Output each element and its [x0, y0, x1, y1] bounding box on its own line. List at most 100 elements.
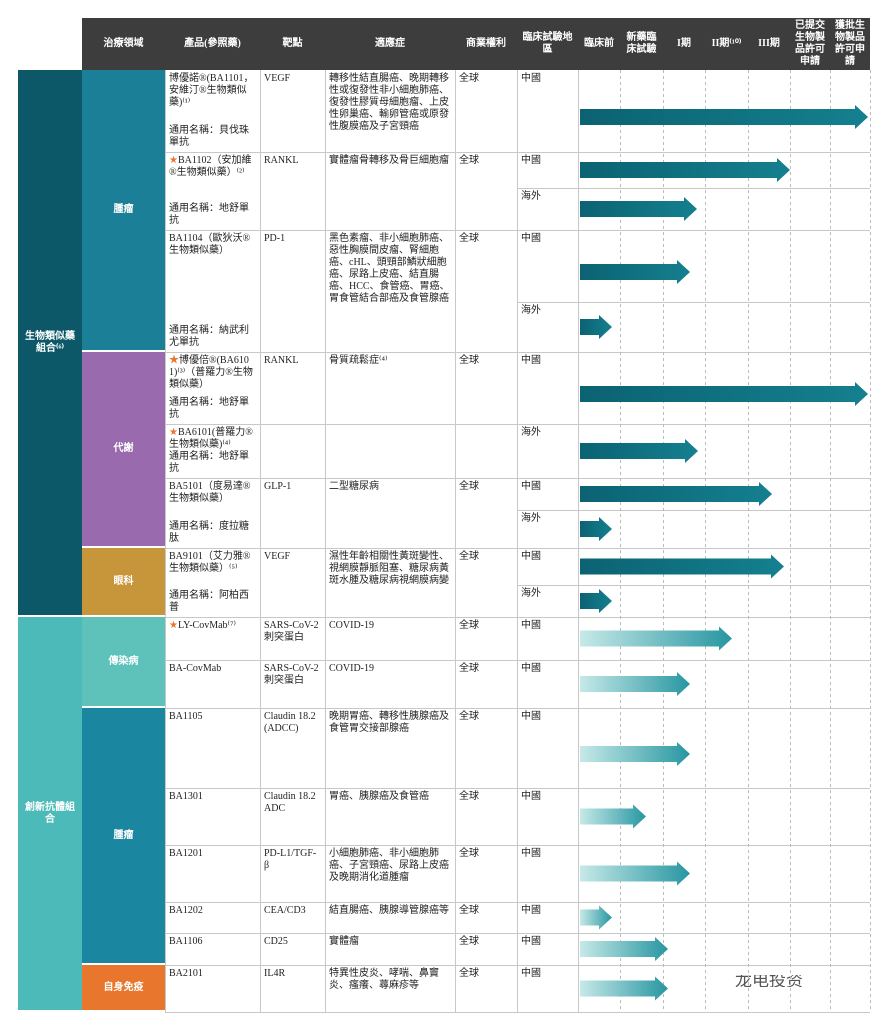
region: 中國 — [521, 936, 541, 947]
grid-line — [830, 70, 831, 1012]
target: Claudin 18.2 ADC — [264, 791, 316, 814]
header-cell: 產品(參照藥) — [184, 38, 241, 49]
rights: 全球 — [459, 905, 479, 916]
region: 中國 — [521, 905, 541, 916]
target: VEGF — [264, 551, 291, 562]
header-cell: 臨床試驗地區 — [522, 32, 573, 55]
progress-arrow — [580, 382, 868, 406]
area-label: 腫瘤 — [82, 70, 165, 352]
generic-name: 通用名稱：納武利尤單抗 — [169, 325, 249, 348]
region: 海外 — [521, 427, 541, 438]
rights: 全球 — [459, 711, 479, 722]
target: PD-L1/TGF-β — [264, 848, 317, 871]
region: 中國 — [521, 481, 541, 492]
region: 中國 — [521, 791, 541, 802]
header-cell: 適應症 — [375, 38, 405, 49]
product-name: BA2101 — [169, 968, 203, 979]
header-bar — [82, 18, 870, 70]
target: SARS-CoV-2刺突蛋白 — [264, 663, 319, 686]
product-name: BA-CovMab — [169, 663, 222, 674]
target: PD-1 — [264, 233, 286, 244]
indication: COVID-19 — [329, 663, 374, 674]
region: 中國 — [521, 233, 541, 244]
grid-line — [260, 70, 261, 1012]
header-cell: II期⁽¹⁰⁾ — [711, 38, 742, 49]
area-label: 眼科 — [82, 548, 165, 617]
header-cell: 已提交生物製品許可申請 — [795, 20, 825, 67]
grid-line — [517, 70, 518, 1012]
star-icon: ★ — [169, 620, 178, 631]
progress-arrow — [580, 482, 772, 506]
generic-name: 通用名稱：地舒單抗 — [169, 451, 249, 474]
header-cell: 獲批生物製品許可申請 — [835, 20, 865, 67]
grid-line — [870, 70, 871, 1012]
product-name: ★BA6101(普羅力®生物類似藥)⁽⁴⁾ — [169, 427, 253, 450]
target: CEA/CD3 — [264, 905, 306, 916]
region: 海外 — [521, 305, 541, 316]
target: CD25 — [264, 936, 288, 947]
progress-arrow — [580, 260, 690, 284]
grid-line — [517, 585, 870, 586]
progress-arrow — [580, 105, 868, 129]
product-name: ★BA1102（安加維®生物類似藥）⁽²⁾ — [169, 155, 252, 178]
area-label: 代謝 — [82, 352, 165, 548]
target: IL4R — [264, 968, 286, 979]
grid-line — [790, 70, 791, 1012]
rights: 全球 — [459, 73, 479, 84]
region: 中國 — [521, 663, 541, 674]
product-name: BA1301 — [169, 791, 203, 802]
region: 中國 — [521, 551, 541, 562]
rights: 全球 — [459, 968, 479, 979]
watermark: 龙电投资 — [735, 975, 803, 987]
progress-arrow — [580, 861, 690, 886]
indication: 晚期胃癌、轉移性胰腺癌及食管胃交接部腺癌 — [329, 711, 449, 734]
region: 海外 — [521, 513, 541, 524]
star-icon: ★ — [169, 355, 179, 366]
grid-line — [517, 302, 870, 303]
progress-arrow — [580, 626, 732, 651]
grid-line — [165, 1012, 870, 1013]
header-cell: III期 — [758, 38, 780, 49]
product-name: BA1106 — [169, 936, 203, 947]
region: 中國 — [521, 711, 541, 722]
rights: 全球 — [459, 481, 479, 492]
target: Claudin 18.2 (ADCC) — [264, 711, 316, 734]
indication: 胃癌、胰腺癌及食管癌 — [329, 791, 429, 802]
rights: 全球 — [459, 791, 479, 802]
rights: 全球 — [459, 936, 479, 947]
progress-arrow — [580, 197, 697, 221]
indication: 小細胞肺癌、非小細胞肺癌、子宮頸癌、尿路上皮癌及晚期消化道腫瘤 — [329, 848, 449, 883]
progress-arrow — [580, 554, 784, 579]
target: RANKL — [264, 155, 299, 166]
grid-line — [748, 70, 749, 1012]
indication: 實體瘤 — [329, 936, 359, 947]
generic-name: 通用名稱：貝伐珠單抗 — [169, 125, 249, 148]
region: 中國 — [521, 620, 541, 631]
region: 海外 — [521, 588, 541, 599]
grid-line — [325, 70, 326, 1012]
header-cell: 臨床前 — [584, 38, 614, 49]
indication: 實體瘤骨轉移及骨巨細胞瘤 — [329, 155, 449, 166]
group-label: 生物類似藥組合⁽⁶⁾ — [18, 70, 82, 617]
region: 中國 — [521, 968, 541, 979]
generic-name: 通用名稱：地舒單抗 — [169, 203, 249, 226]
indication: 濕性年齡相關性黃斑變性、視網膜靜脈阻塞、糖尿病黃斑水腫及糖尿病視網膜病變 — [329, 551, 449, 586]
indication: 二型糖尿病 — [329, 481, 379, 492]
product-name: ★LY-CovMab⁽⁷⁾ — [169, 620, 236, 631]
target: GLP-1 — [264, 481, 292, 492]
grid-line — [165, 70, 166, 1012]
indication: COVID-19 — [329, 620, 374, 631]
indication: 轉移性結直腸癌、晚期轉移性或復發性非小細胞肺癌、復發性膠質母細胞瘤、上皮性卵巢癌… — [329, 73, 449, 132]
target: VEGF — [264, 73, 291, 84]
area-label: 自身免疫 — [82, 965, 165, 1012]
product-name: 博優諾®(BA1101，安維汀®生物類似藥)⁽¹⁾ — [169, 73, 254, 108]
generic-name: 通用名稱：地舒單抗 — [169, 397, 249, 420]
region: 中國 — [521, 848, 541, 859]
area-label: 傳染病 — [82, 617, 165, 708]
rights: 全球 — [459, 355, 479, 366]
region: 中國 — [521, 155, 541, 166]
grid-line — [517, 188, 870, 189]
header-cell: 新藥臨床試驗 — [626, 32, 657, 55]
